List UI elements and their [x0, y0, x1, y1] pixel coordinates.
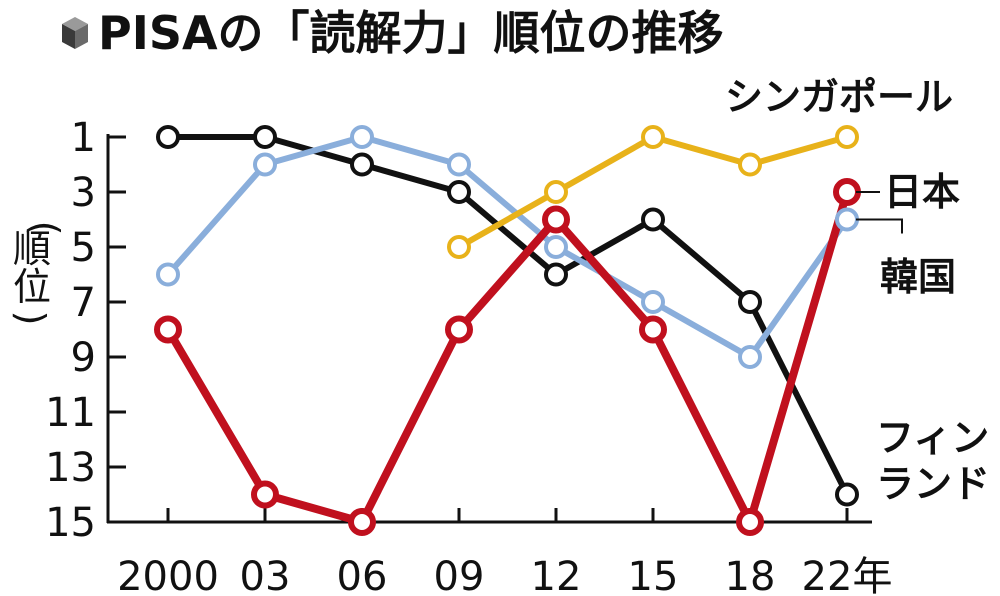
singapore-point: [835, 125, 859, 149]
y-tick-label: 1: [71, 115, 96, 161]
y-tick-label: 9: [71, 335, 96, 381]
korea-label: 韓国: [880, 255, 956, 299]
finland-point: [156, 125, 180, 149]
korea-point: [641, 290, 665, 314]
y-axis-open-paren: (: [23, 221, 67, 236]
x-tick-label: 18: [725, 554, 776, 596]
y-tick-label: 5: [71, 225, 96, 271]
singapore-point: [447, 235, 471, 259]
cube-icon: [62, 17, 88, 49]
y-axis-char-2: 位: [13, 265, 51, 309]
japan-point: [251, 480, 279, 509]
korea-line: [165, 134, 850, 360]
y-tick-label: 13: [45, 445, 96, 491]
y-axis-char-1: 順: [13, 227, 51, 271]
series-lines: [164, 134, 851, 526]
korea-point: [447, 152, 471, 177]
singapore-label: シンガポール: [725, 75, 953, 119]
finland-point: [350, 152, 374, 177]
chart-title-text: PISAの「読解力」順位の推移: [98, 6, 724, 60]
korea-leader-line: [856, 218, 903, 234]
x-tick-label: 2000: [117, 554, 219, 596]
y-tick-label: 11: [45, 390, 96, 436]
x-tick-label: 15: [628, 554, 679, 596]
japan-label: 日本: [884, 170, 960, 214]
japan-point: [154, 315, 182, 344]
y-axis-close-paren: ): [9, 311, 53, 326]
japan-point: [639, 315, 667, 344]
x-tick-label: 03: [240, 554, 291, 596]
japan-point: [833, 178, 861, 206]
japan-line: [164, 190, 851, 526]
finland-point: [738, 290, 762, 314]
japan-point: [736, 508, 764, 536]
korea-point: [835, 207, 859, 232]
finland-point: [253, 125, 277, 149]
y-tick-label: 3: [71, 170, 96, 216]
singapore-point: [544, 180, 568, 204]
finland-point: [641, 207, 665, 232]
korea-point: [253, 152, 277, 177]
finland-point: [835, 482, 859, 507]
x-tick-label: 09: [434, 554, 485, 596]
x-tick-label: 22年: [802, 554, 893, 596]
finland-point: [447, 180, 471, 204]
korea-point: [156, 262, 180, 287]
y-tick-label: 15: [45, 500, 96, 546]
japan-point: [445, 315, 473, 344]
finland-label: フィンランド: [876, 416, 990, 506]
x-tick-label: 06: [337, 554, 388, 596]
finland-line: [168, 134, 850, 496]
x-tick-label: 12: [531, 554, 582, 596]
y-tick-label: 7: [71, 280, 96, 326]
korea-point: [350, 125, 374, 149]
singapore-point: [641, 125, 665, 149]
y-axis-label: ( 順 位 ): [9, 221, 67, 326]
finland-point: [544, 262, 568, 287]
x-axis-ticks: 2000 03 06 09 12 15 18 22年: [117, 508, 892, 596]
japan-point: [348, 508, 376, 536]
korea-point: [544, 235, 568, 259]
japan-point: [542, 205, 570, 234]
korea-point: [738, 345, 762, 369]
chart-title: PISAの「読解力」順位の推移: [62, 6, 724, 60]
series-points: [154, 125, 861, 536]
singapore-point: [738, 152, 762, 177]
